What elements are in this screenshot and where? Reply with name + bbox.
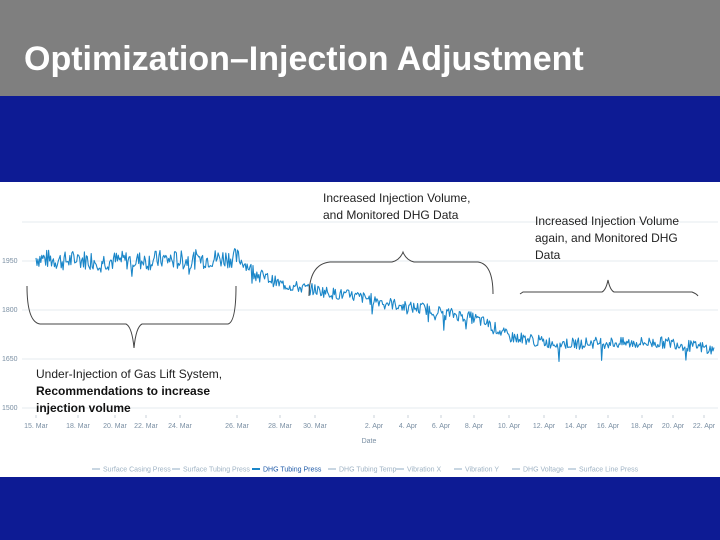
x-tick-label: 24. Mar [168, 423, 192, 430]
x-tick-label: 20. Mar [103, 423, 127, 430]
x-tick-label: 22. Apr [693, 423, 716, 430]
y-tick-label: 1950 [2, 258, 18, 265]
x-tick-label: 12. Apr [533, 423, 556, 430]
x-axis-label: Date [362, 438, 377, 445]
legend-label: Surface Casing Press [103, 467, 171, 474]
annotation-text: Under-Injection of Gas Lift System, [36, 367, 222, 381]
x-tick-label: 28. Mar [268, 423, 292, 430]
annotation-text: Increased Injection Volume [535, 214, 679, 228]
annotation-text: Recommendations to increase [36, 384, 210, 398]
legend-label: DHG Tubing Press [263, 467, 322, 474]
brace-under-injection [26, 285, 237, 349]
chart-grid [22, 221, 718, 409]
x-tick-label: 18. Mar [66, 423, 90, 430]
annotation-text: again, and Monitored DHG [535, 231, 678, 245]
x-axis-ticks: 15. Mar 18. Mar 20. Mar 22. Mar 24. Mar 26. M… [24, 415, 716, 430]
chart-legend: Surface Casing Press Surface Tubing Press… [92, 467, 639, 474]
y-axis-ticks: 1950 1800 1650 1500 [2, 258, 18, 412]
y-tick-label: 1500 [2, 405, 18, 412]
legend-label: DHG Tubing Temp [339, 467, 397, 474]
y-tick-label: 1800 [2, 307, 18, 314]
x-tick-label: 15. Mar [24, 423, 48, 430]
annotations: Increased Injection Volume, and Monitored… [36, 191, 679, 415]
legend-label: DHG Voltage [523, 467, 564, 474]
series-line-dhg-tubing-press [35, 248, 715, 363]
x-tick-label: 18. Apr [631, 423, 654, 430]
slide-header: Optimization–Injection Adjustment [0, 0, 720, 96]
legend-label: Vibration X [407, 467, 441, 474]
pressure-chart: 1950 1800 1650 1500 15. Mar 18. Mar 20. Mar 22… [2, 191, 718, 474]
x-tick-label: 22. Mar [134, 423, 158, 430]
x-tick-label: 26. Mar [225, 423, 249, 430]
brace-increase-1 [308, 250, 494, 297]
x-tick-label: 10. Apr [498, 423, 521, 430]
annotation-braces [26, 250, 699, 349]
x-tick-label: 6. Apr [432, 423, 451, 430]
chart-panel: 1950 1800 1650 1500 15. Mar 18. Mar 20. Mar 22… [0, 182, 720, 477]
x-tick-label: 8. Apr [465, 423, 484, 430]
x-tick-label: 20. Apr [662, 423, 685, 430]
x-tick-label: 16. Apr [597, 423, 620, 430]
annotation-text: injection volume [36, 401, 131, 415]
x-tick-label: 2. Apr [365, 423, 384, 430]
annotation-text: Increased Injection Volume, [323, 191, 470, 205]
x-tick-label: 4. Apr [399, 423, 418, 430]
x-tick-label: 14. Apr [565, 423, 588, 430]
slide-title: Optimization–Injection Adjustment [24, 40, 584, 78]
legend-label: Surface Line Press [579, 467, 639, 474]
y-tick-label: 1650 [2, 356, 18, 363]
legend-label: Surface Tubing Press [183, 467, 250, 474]
x-tick-label: 30. Mar [303, 423, 327, 430]
annotation-text: Data [535, 248, 561, 262]
brace-increase-2 [519, 279, 699, 297]
legend-label: Vibration Y [465, 467, 499, 474]
annotation-text: and Monitored DHG Data [323, 208, 459, 222]
